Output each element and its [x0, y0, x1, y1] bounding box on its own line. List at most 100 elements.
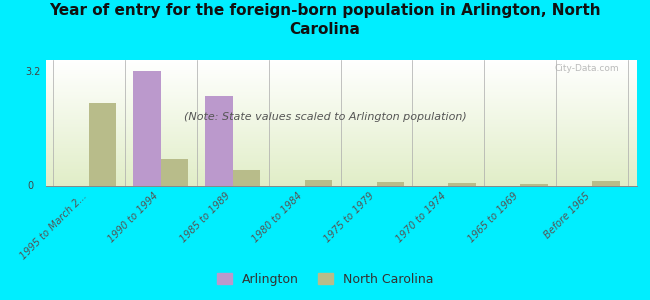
Bar — [305, 179, 332, 186]
Bar — [46, 135, 637, 136]
Bar — [46, 155, 637, 156]
Bar — [46, 162, 637, 163]
Bar — [46, 110, 637, 111]
Bar — [205, 96, 233, 186]
Bar — [46, 145, 637, 146]
Bar — [46, 142, 637, 143]
Bar — [46, 69, 637, 70]
Bar — [46, 180, 637, 181]
Text: City-Data.com: City-Data.com — [554, 64, 619, 73]
Bar — [161, 159, 188, 186]
Bar — [46, 132, 637, 133]
Bar — [46, 122, 637, 123]
Bar — [46, 90, 637, 91]
Bar — [46, 168, 637, 169]
Bar — [46, 130, 637, 131]
Bar — [46, 66, 637, 67]
Bar — [46, 177, 637, 178]
Bar — [46, 148, 637, 149]
Bar — [46, 96, 637, 97]
Bar — [46, 109, 637, 110]
Bar — [46, 75, 637, 76]
Bar — [46, 143, 637, 144]
Bar — [46, 139, 637, 140]
Bar — [46, 147, 637, 148]
Bar — [46, 185, 637, 186]
Bar — [46, 100, 637, 101]
Bar — [46, 163, 637, 164]
Bar — [46, 134, 637, 135]
Bar — [46, 138, 637, 139]
Bar — [46, 98, 637, 99]
Bar — [46, 117, 637, 118]
Bar — [46, 120, 637, 121]
Bar — [46, 64, 637, 65]
Bar — [46, 129, 637, 130]
Bar — [46, 85, 637, 86]
Bar — [46, 123, 637, 124]
Bar — [46, 99, 637, 100]
Bar — [46, 144, 637, 145]
Bar — [46, 104, 637, 105]
Bar — [46, 70, 637, 71]
Bar — [46, 161, 637, 162]
Bar — [376, 182, 404, 186]
Bar — [46, 125, 637, 126]
Bar — [46, 140, 637, 141]
Bar — [46, 170, 637, 171]
Bar — [46, 73, 637, 74]
Bar — [46, 61, 637, 62]
Bar — [46, 60, 637, 61]
Bar — [46, 172, 637, 173]
Bar — [46, 169, 637, 170]
Bar — [46, 67, 637, 68]
Bar — [46, 121, 637, 122]
Bar — [133, 71, 161, 186]
Bar — [46, 92, 637, 93]
Bar — [46, 156, 637, 157]
Bar — [521, 184, 548, 186]
Bar — [46, 76, 637, 77]
Bar — [46, 119, 637, 120]
Bar — [46, 116, 637, 117]
Bar — [46, 171, 637, 172]
Bar — [46, 136, 637, 137]
Bar — [46, 108, 637, 109]
Bar — [46, 160, 637, 161]
Bar — [46, 83, 637, 84]
Bar — [46, 182, 637, 183]
Bar — [46, 82, 637, 83]
Bar — [46, 80, 637, 81]
Bar — [233, 170, 260, 186]
Bar — [46, 176, 637, 177]
Bar — [46, 111, 637, 112]
Bar — [46, 106, 637, 107]
Bar — [46, 152, 637, 153]
Bar — [46, 107, 637, 108]
Bar — [592, 181, 619, 186]
Bar — [46, 112, 637, 113]
Bar — [46, 153, 637, 154]
Bar — [46, 158, 637, 159]
Bar — [46, 74, 637, 75]
Text: (Note: State values scaled to Arlington population): (Note: State values scaled to Arlington … — [183, 112, 467, 122]
Bar — [46, 124, 637, 125]
Bar — [46, 118, 637, 119]
Bar — [46, 133, 637, 134]
Bar — [46, 81, 637, 82]
Bar — [46, 178, 637, 179]
Bar — [46, 157, 637, 158]
Bar — [46, 126, 637, 127]
Bar — [46, 105, 637, 106]
Bar — [46, 102, 637, 103]
Bar — [46, 65, 637, 66]
Bar — [46, 68, 637, 69]
Bar — [46, 184, 637, 185]
Bar — [46, 97, 637, 98]
Bar — [46, 164, 637, 165]
Bar — [46, 101, 637, 102]
Bar — [46, 93, 637, 94]
Bar — [46, 149, 637, 150]
Bar — [46, 167, 637, 168]
Bar — [46, 154, 637, 155]
